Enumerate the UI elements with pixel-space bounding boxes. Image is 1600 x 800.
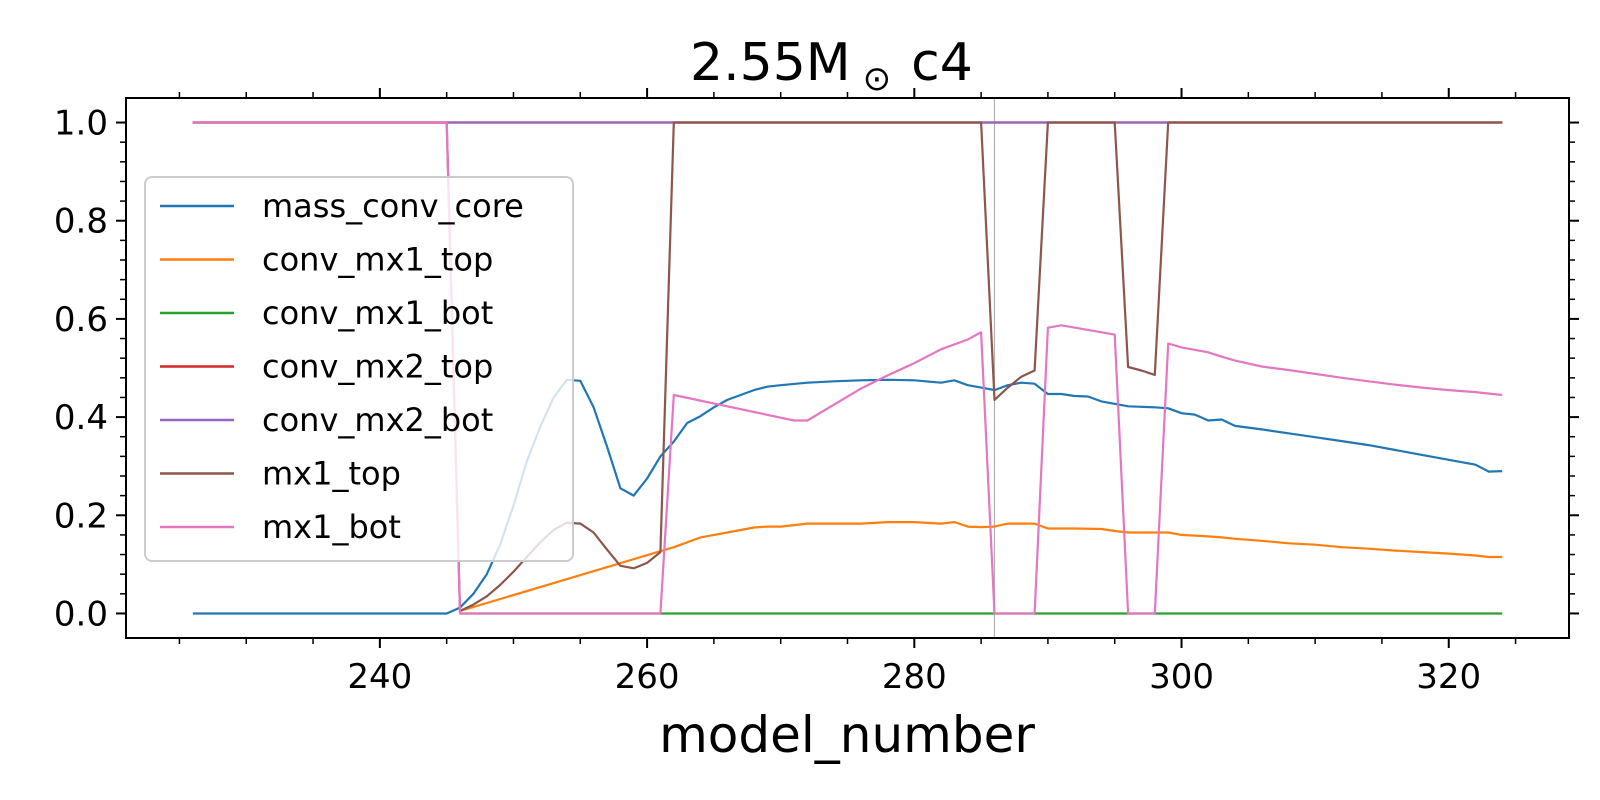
y-tick-label: 0.0 xyxy=(54,594,108,634)
x-axis-label: model_number xyxy=(659,706,1035,764)
chart-title: 2.55M ⊙ c4 xyxy=(690,33,973,99)
y-tick-label: 0.2 xyxy=(54,496,108,536)
y-tick-label: 0.4 xyxy=(54,398,108,438)
y-tick-label: 1.0 xyxy=(54,104,108,144)
x-tick-label: 300 xyxy=(1149,657,1214,697)
series-line-mx1_top xyxy=(192,121,1503,613)
legend-label-mx1_bot: mx1_bot xyxy=(262,508,401,546)
legend-label-conv_mx1_bot: conv_mx1_bot xyxy=(262,294,493,332)
x-tick-label: 260 xyxy=(615,657,680,697)
series-line-mass_conv_core xyxy=(192,378,1503,615)
legend-label-mx1_top: mx1_top xyxy=(262,455,401,493)
series-line-mx1_bot xyxy=(192,121,1503,615)
y-tick-label: 0.6 xyxy=(54,300,108,340)
x-tick-label: 280 xyxy=(882,657,947,697)
legend-label-conv_mx2_top: conv_mx2_top xyxy=(262,348,493,386)
legend: mass_conv_core conv_mx1_top conv_mx1_botco… xyxy=(144,176,574,562)
plot-area xyxy=(192,98,1503,638)
series-line-conv_mx1_top xyxy=(459,521,1503,613)
legend-label-conv_mx2_bot: conv_mx2_bot xyxy=(262,401,493,439)
legend-frame xyxy=(144,176,574,562)
legend-label-conv_mx1_top: conv_mx1_top xyxy=(262,241,493,279)
y-tick-label: 0.8 xyxy=(54,202,108,242)
legend-label-mass_conv_core: mass_conv_core xyxy=(262,187,524,225)
axis-ticks: 0.0 0.2 0.4 0.6 0.8 1.0 240 260 280 300 320 xyxy=(54,88,1579,697)
plot-frame xyxy=(125,97,1570,639)
x-tick-label: 320 xyxy=(1416,657,1481,697)
x-tick-label: 240 xyxy=(347,657,412,697)
